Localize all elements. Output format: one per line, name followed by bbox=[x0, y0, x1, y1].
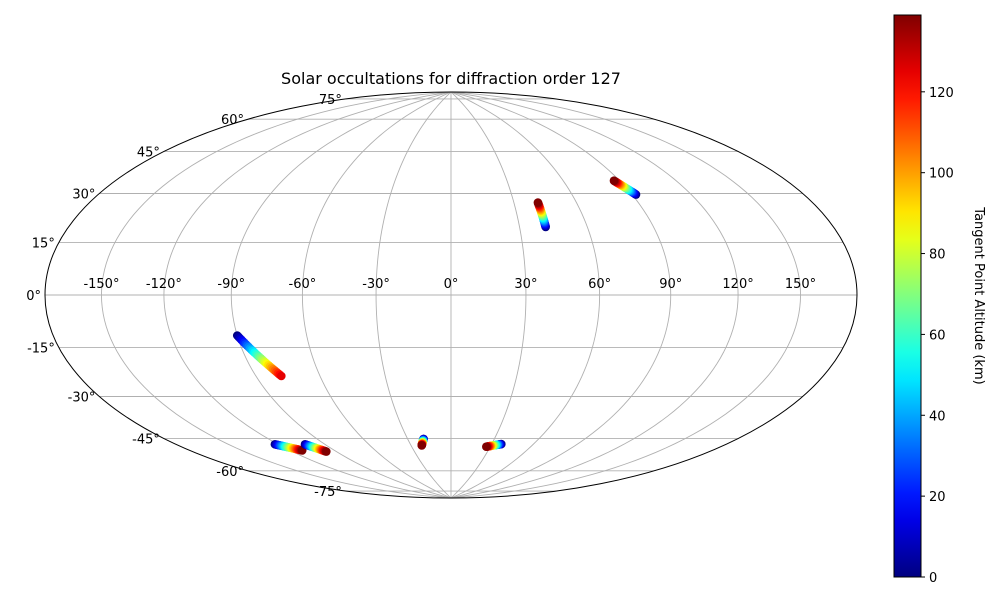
colorbar-tick-label: 20 bbox=[929, 490, 946, 505]
map-boundary bbox=[44, 91, 858, 499]
x-tick-label: 150° bbox=[785, 277, 816, 292]
y-tick-label: -75° bbox=[314, 485, 342, 500]
colorbar-tick-label: 40 bbox=[929, 409, 946, 424]
y-tick-label: -15° bbox=[27, 342, 55, 357]
occultation-point bbox=[609, 176, 619, 185]
occultation-point bbox=[417, 441, 427, 450]
occultation-point bbox=[533, 198, 543, 207]
x-tick-label: 60° bbox=[588, 277, 611, 292]
hammer-map: -150° -120° -90° -60° -30° 0° 30° 60° 90° 120° 150… bbox=[26, 91, 858, 500]
y-tick-label: 30° bbox=[72, 188, 95, 203]
y-tick-label: -60° bbox=[216, 465, 244, 480]
x-tick-label: -60° bbox=[289, 277, 317, 292]
colorbar-bar bbox=[893, 14, 922, 578]
x-tick-label: 120° bbox=[722, 277, 753, 292]
colorbar-label: Tangent Point Altitude (km) bbox=[971, 206, 986, 384]
x-tick-label: -150° bbox=[83, 277, 119, 292]
y-tick-label: 75° bbox=[319, 93, 342, 108]
occultation-point bbox=[482, 442, 491, 452]
x-tick-label: -30° bbox=[362, 277, 390, 292]
y-tick-label: -45° bbox=[132, 433, 160, 448]
y-tick-label: 0° bbox=[26, 289, 41, 304]
x-tick-label: 0° bbox=[444, 277, 459, 292]
data-points bbox=[232, 176, 641, 456]
occultation-point bbox=[277, 371, 286, 381]
colorbar-tick-label: 0 bbox=[929, 571, 937, 586]
y-tick-label: 60° bbox=[221, 113, 244, 128]
occultation-point bbox=[322, 447, 331, 456]
colorbar-tick-label: 120 bbox=[929, 86, 954, 101]
x-tick-label: -120° bbox=[146, 277, 182, 292]
chart-title: Solar occultations for diffraction order… bbox=[281, 69, 621, 88]
colorbar-tick-label: 100 bbox=[929, 167, 954, 182]
colorbar-tick-label: 60 bbox=[929, 328, 946, 343]
y-tick-label: 45° bbox=[137, 145, 160, 160]
x-tick-label: -90° bbox=[217, 277, 245, 292]
y-tick-label: 15° bbox=[32, 236, 55, 251]
x-tick-label: 30° bbox=[514, 277, 537, 292]
graticule bbox=[45, 92, 857, 498]
colorbar: 0 20 40 60 80 100 120 Tangent Point Altitude (k… bbox=[893, 14, 986, 586]
colorbar-tick-label: 80 bbox=[929, 248, 946, 263]
y-tick-label: -30° bbox=[68, 391, 96, 406]
x-tick-label: 90° bbox=[659, 277, 682, 292]
